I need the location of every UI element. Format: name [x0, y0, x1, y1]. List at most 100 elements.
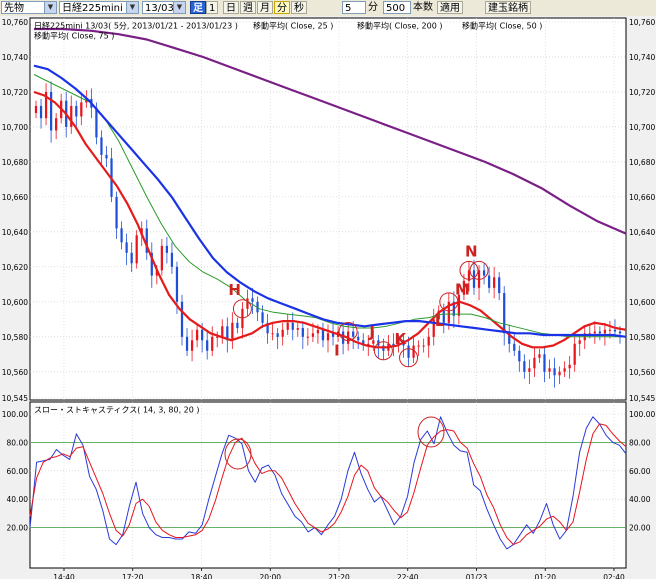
- price-tick-label-left: 10,680: [2, 158, 28, 167]
- candle-body: [573, 343, 576, 365]
- candle-body: [251, 298, 254, 302]
- candle-body: [246, 298, 249, 309]
- candle-body: [352, 331, 355, 337]
- candle-body: [523, 361, 526, 372]
- stoch-tick-label-right: 100.00: [629, 410, 655, 419]
- candle-body: [271, 333, 274, 335]
- interval-button-5[interactable]: 秒: [291, 1, 307, 14]
- apply-button[interactable]: 適用: [437, 1, 463, 14]
- candle-body: [115, 196, 118, 229]
- annotation-label: K: [395, 330, 408, 348]
- stoch-tick-label-left: 40.00: [7, 495, 29, 504]
- candle-body: [513, 343, 516, 351]
- candle-body: [417, 345, 420, 347]
- candle-body: [70, 105, 73, 127]
- candle-body: [145, 228, 148, 253]
- annotation-circle: [399, 348, 419, 368]
- candle-body: [211, 336, 214, 351]
- candle-body: [80, 102, 83, 117]
- stoch-tick-label-left: 20.00: [7, 524, 29, 533]
- candle-body: [503, 293, 506, 334]
- legend-entry: 移動平均( Close, 25 ): [253, 21, 333, 31]
- price-tick-label-right: 10,660: [629, 193, 655, 202]
- candle-body: [528, 368, 531, 372]
- stoch-tick-label-left: 80.00: [7, 438, 29, 447]
- annotation-circle: [373, 341, 393, 361]
- candle-body: [372, 340, 375, 344]
- annotation-circle: [439, 292, 459, 312]
- candle-body: [206, 340, 209, 351]
- time-tick-label: 14:40: [53, 573, 75, 579]
- chevron-down-icon[interactable]: ▼: [126, 2, 138, 13]
- contract-select[interactable]: 13/03 ▼: [142, 1, 186, 14]
- candle-body: [543, 354, 546, 372]
- candle-body: [286, 322, 289, 330]
- candle-body: [588, 333, 591, 335]
- candle-body: [291, 322, 294, 330]
- instrument-select[interactable]: 日経225mini ▼: [59, 1, 139, 14]
- candle-body: [231, 322, 234, 341]
- candle-body: [281, 329, 284, 337]
- interval-button-3[interactable]: 月: [257, 1, 273, 14]
- chevron-down-icon[interactable]: ▼: [173, 2, 185, 13]
- candle-body: [603, 329, 607, 334]
- stoch-tick-label-right: 80.00: [629, 438, 651, 447]
- candle-body: [362, 340, 365, 346]
- candle-body: [427, 336, 430, 346]
- candle-body: [100, 137, 103, 155]
- candle-body: [276, 333, 279, 337]
- candle-body: [170, 252, 174, 267]
- bars-input-value: 500: [386, 3, 406, 14]
- category-select[interactable]: 先物 ▼: [1, 1, 57, 14]
- candle-body: [120, 228, 123, 243]
- candle-body: [201, 329, 204, 341]
- interval-button-2[interactable]: 週: [240, 1, 256, 14]
- chevron-down-icon[interactable]: ▼: [44, 2, 56, 13]
- candle-body: [49, 91, 53, 131]
- interval-button-4[interactable]: 分: [274, 1, 290, 14]
- candle-body: [367, 343, 370, 346]
- candle-body: [568, 364, 571, 369]
- time-tick-label: 01:20: [534, 573, 556, 579]
- price-tick-label-left: 10,600: [2, 298, 28, 307]
- candle-body: [135, 235, 138, 264]
- price-tick-label-right: 10,680: [629, 158, 655, 167]
- time-tick-label: 02:40: [603, 573, 625, 579]
- candle-body: [165, 245, 169, 253]
- ma25-line: [33, 90, 627, 349]
- legend-entry: 移動平均( Close, 200 ): [357, 21, 442, 31]
- minutes-input[interactable]: 5: [342, 1, 366, 14]
- minutes-unit-label: 分: [368, 2, 378, 13]
- interval-button-1[interactable]: 日: [223, 1, 239, 14]
- candle-body: [190, 340, 194, 351]
- stoch-peak-circle: [417, 416, 445, 448]
- stochastic-panel: [29, 401, 627, 569]
- symbols-button[interactable]: 建玉銘柄: [485, 1, 531, 14]
- candle-body: [462, 280, 466, 295]
- time-tick-label: 17:20: [122, 573, 144, 579]
- legend-entry: 移動平均( Close, 50 ): [462, 21, 542, 31]
- candle-body: [608, 329, 612, 331]
- candle-body: [618, 331, 622, 334]
- bars-input[interactable]: 500: [383, 1, 411, 14]
- stoch-tick-label-right: 60.00: [629, 467, 651, 476]
- price-tick-label-right: 10,760: [629, 18, 655, 27]
- candle-body: [613, 329, 617, 332]
- stochastic-panel-title: スロー・ストキャスティクス( 14, 3, 80, 20 ): [34, 406, 200, 415]
- candle-body: [598, 331, 601, 334]
- candle-body: [160, 245, 163, 271]
- price-tick-label-left: 10,660: [2, 193, 28, 202]
- time-tick-label: 21:20: [328, 573, 350, 579]
- candle-body: [498, 277, 501, 294]
- price-tick-label-left: 10,760: [2, 18, 28, 27]
- price-tick-label-right: 10,580: [629, 333, 655, 342]
- candle-body: [236, 322, 239, 329]
- ma200-line: [34, 27, 627, 235]
- price-tick-label-right: 10,620: [629, 263, 655, 272]
- candle-body: [457, 294, 461, 316]
- candle-body: [306, 336, 309, 338]
- candle-body: [301, 328, 304, 337]
- candle-body: [357, 336, 360, 341]
- interval-button-0[interactable]: 1: [206, 1, 219, 14]
- annotation-circle: [338, 322, 358, 342]
